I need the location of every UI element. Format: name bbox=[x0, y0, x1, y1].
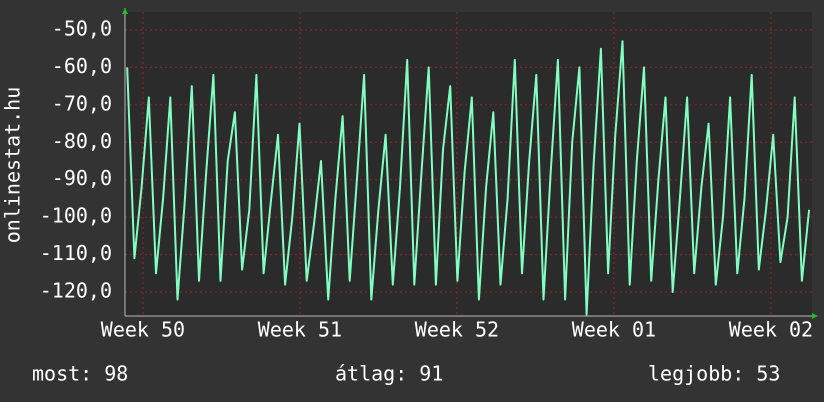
x-tick-label: Week 01 bbox=[572, 318, 656, 342]
y-tick-label: -110,0 bbox=[40, 241, 112, 265]
plot-area bbox=[125, 12, 812, 316]
y-axis-label: onlinestat.hu bbox=[1, 87, 25, 244]
y-tick-label: -80,0 bbox=[52, 129, 112, 153]
x-tick-label: Week 50 bbox=[101, 318, 185, 342]
marks bbox=[126, 40, 811, 316]
y-tick-label: -120,0 bbox=[40, 279, 112, 303]
x-tick-label: Week 52 bbox=[415, 318, 499, 342]
x-arrow bbox=[812, 313, 818, 319]
y-tick-label: -90,0 bbox=[52, 166, 112, 190]
y-tick-label: -50,0 bbox=[52, 16, 112, 40]
y-arrow bbox=[122, 8, 128, 14]
footer-average: átlag: 91 bbox=[335, 362, 443, 386]
data-line bbox=[126, 40, 811, 316]
footer-current: most: 98 bbox=[32, 362, 128, 386]
x-tick-label: Week 51 bbox=[258, 318, 342, 342]
x-tick-label: Week 02 bbox=[729, 318, 813, 342]
y-tick-label: -60,0 bbox=[52, 54, 112, 78]
y-tick-label: -70,0 bbox=[52, 91, 112, 115]
y-tick-label: -100,0 bbox=[40, 204, 112, 228]
footer-best: legjobb: 53 bbox=[648, 362, 780, 386]
